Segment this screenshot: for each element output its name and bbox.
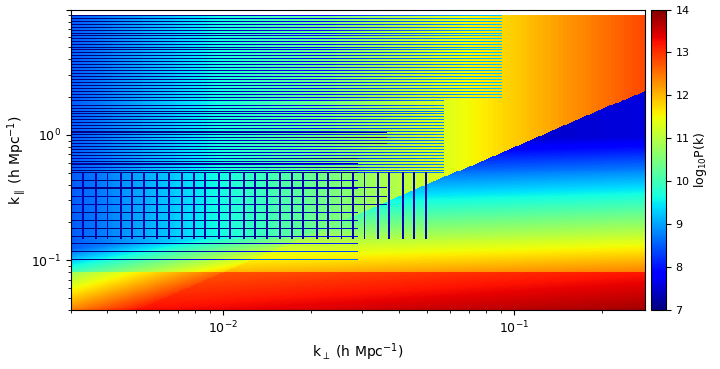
Y-axis label: k$_{\parallel}$ (h Mpc$^{-1}$): k$_{\parallel}$ (h Mpc$^{-1}$) — [6, 115, 29, 204]
X-axis label: k$_{\perp}$ (h Mpc$^{-1}$): k$_{\perp}$ (h Mpc$^{-1}$) — [312, 342, 404, 363]
Y-axis label: log$_{10}$P(k): log$_{10}$P(k) — [693, 132, 709, 188]
